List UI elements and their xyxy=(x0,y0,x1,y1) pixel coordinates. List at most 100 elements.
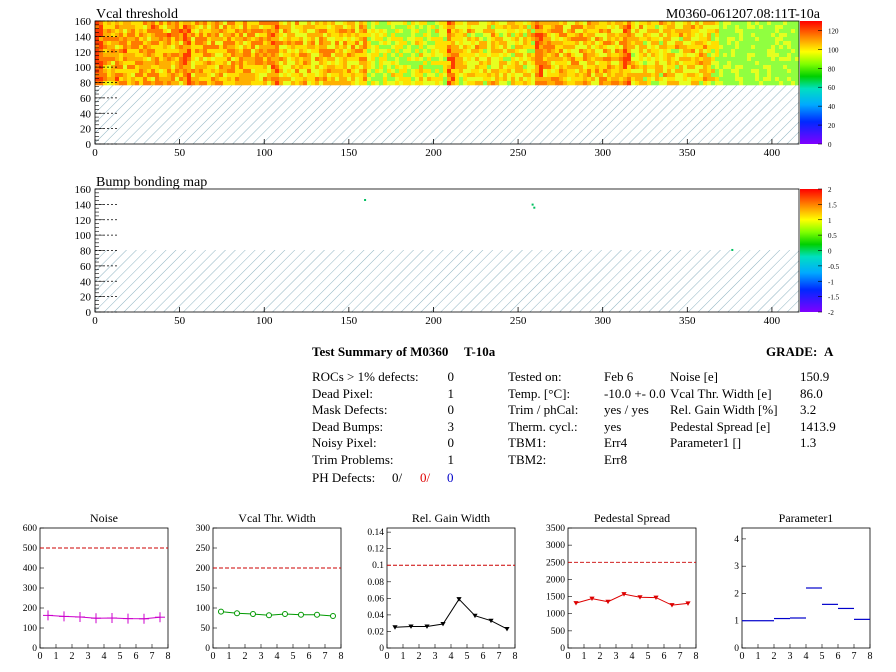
vcal-cell xyxy=(543,37,548,42)
vcal-cell xyxy=(223,57,228,62)
vcal-cell xyxy=(503,33,508,38)
vcal-cell xyxy=(555,37,560,42)
vcal-cell xyxy=(199,73,204,78)
vcal-cell xyxy=(259,41,264,46)
vcal-cell xyxy=(323,53,328,58)
vcal-cell xyxy=(339,41,344,46)
vcal-cell xyxy=(371,65,376,70)
y-tick-label: 200 xyxy=(23,604,38,614)
vcal-cell xyxy=(279,69,284,74)
vcal-cell xyxy=(635,77,640,82)
vcal-cell xyxy=(383,49,388,54)
vcal-cell xyxy=(567,61,572,66)
right-value: 3.2 xyxy=(800,402,817,417)
vcal-cell xyxy=(403,41,408,46)
vcal-cell xyxy=(107,37,112,42)
vcal-cell xyxy=(195,49,200,54)
vcal-cell xyxy=(511,81,516,86)
vcal-cell xyxy=(575,53,580,58)
vcal-cell xyxy=(259,29,264,34)
vcal-cell xyxy=(347,41,352,46)
x-tick-label: 0 xyxy=(92,147,98,159)
vcal-cell xyxy=(747,41,752,46)
palette-tick-label: -1.5 xyxy=(828,294,840,302)
vcal-cell xyxy=(467,49,472,54)
vcal-cell xyxy=(223,33,228,38)
vcal-cell xyxy=(443,41,448,46)
vcal-cell xyxy=(143,65,148,70)
left-label: Trim Problems: xyxy=(312,451,394,467)
vcal-cell xyxy=(527,69,532,74)
vcal-cell xyxy=(463,57,468,62)
vcal-cell xyxy=(439,37,444,42)
y-tick-label: 300 xyxy=(196,524,211,534)
vcal-cell xyxy=(739,69,744,74)
vcal-cell xyxy=(343,37,348,42)
vcal-cell xyxy=(679,69,684,74)
vcal-cell xyxy=(687,73,692,78)
vcal-cell xyxy=(387,77,392,82)
vcal-cell xyxy=(723,41,728,46)
y-tick-label: 0 xyxy=(32,644,37,654)
vcal-cell xyxy=(203,57,208,62)
vcal-cell xyxy=(295,21,300,26)
vcal-cell xyxy=(579,61,584,66)
vcal-cell xyxy=(459,25,464,30)
vcal-cell xyxy=(359,45,364,50)
vcal-cell xyxy=(487,29,492,34)
vcal-cell xyxy=(631,45,636,50)
vcal-cell xyxy=(147,25,152,30)
vcal-cell xyxy=(371,21,376,26)
vcal-cell xyxy=(575,25,580,30)
vcal-cell xyxy=(247,33,252,38)
vcal-cell xyxy=(455,57,460,62)
vcal-cell xyxy=(123,33,128,38)
vcal-cell xyxy=(315,21,320,26)
vcal-cell xyxy=(547,77,552,82)
vcal-cell xyxy=(195,33,200,38)
vcal-cell xyxy=(379,53,384,58)
vcal-cell xyxy=(511,25,516,30)
vcal-cell xyxy=(563,69,568,74)
vcal-cell xyxy=(111,81,116,86)
vcal-cell xyxy=(615,57,620,62)
vcal-cell xyxy=(411,81,416,86)
vcal-cell xyxy=(299,41,304,46)
vcal-cell xyxy=(115,29,120,34)
left-value: 3 xyxy=(447,418,455,434)
vcal-cell xyxy=(367,53,372,58)
vcal-cell xyxy=(115,49,120,54)
vcal-cell xyxy=(775,25,780,30)
vcal-cell xyxy=(531,29,536,34)
vcal-cell xyxy=(163,57,168,62)
vcal-cell xyxy=(227,57,232,62)
palette-tick-label: -1 xyxy=(828,278,834,286)
vcal-cell xyxy=(123,37,128,42)
vcal-cell xyxy=(619,21,624,26)
vcal-cell xyxy=(419,49,424,54)
vcal-cell xyxy=(151,33,156,38)
vcal-cell xyxy=(171,21,176,26)
vcal-cell xyxy=(723,37,728,42)
vcal-cell xyxy=(327,53,332,58)
vcal-cell xyxy=(199,81,204,86)
vcal-cell xyxy=(255,81,260,86)
vcal-cell xyxy=(95,37,100,42)
vcal-cell xyxy=(99,33,104,38)
vcal-cell xyxy=(539,65,544,70)
vcal-cell xyxy=(543,33,548,38)
x-tick-label: 6 xyxy=(481,651,486,662)
vcal-cell xyxy=(399,45,404,50)
vcal-cell xyxy=(691,37,696,42)
vcal-cell xyxy=(139,33,144,38)
vcal-cell xyxy=(243,25,248,30)
vcal-cell xyxy=(507,25,512,30)
vcal-cell xyxy=(295,29,300,34)
vcal-cell xyxy=(311,33,316,38)
vcal-cell xyxy=(443,65,448,70)
vcal-cell xyxy=(723,61,728,66)
vcal-cell xyxy=(231,53,236,58)
vcal-cell xyxy=(611,45,616,50)
vcal-cell xyxy=(555,33,560,38)
